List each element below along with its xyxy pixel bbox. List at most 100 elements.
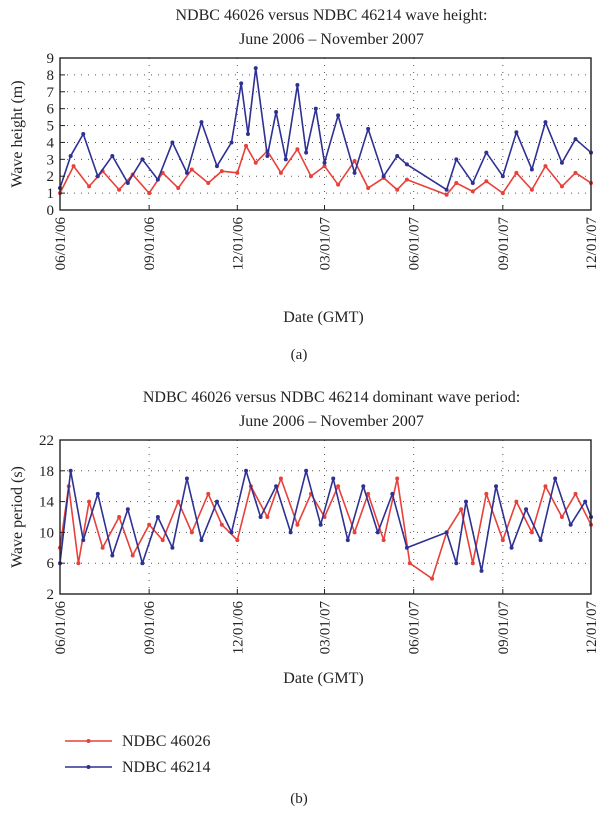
data-point-46214 xyxy=(140,561,145,566)
chart-title: NDBC 46026 versus NDBC 46214 dominant wa… xyxy=(143,389,520,406)
data-point-46214 xyxy=(366,126,371,131)
data-point-46026 xyxy=(366,491,371,496)
y-tick-label: 2 xyxy=(47,169,55,185)
plot-frame xyxy=(59,439,592,595)
data-point-46026 xyxy=(573,170,578,175)
data-point-46026 xyxy=(381,538,386,543)
data-point-46214 xyxy=(529,167,534,172)
data-point-46026 xyxy=(459,507,464,512)
figure-caption: (a) xyxy=(291,347,308,363)
legend-marker-46026 xyxy=(86,739,91,743)
data-point-46026 xyxy=(295,147,300,152)
data-point-46214 xyxy=(253,66,258,71)
data-point-46026 xyxy=(484,491,489,496)
data-point-46026 xyxy=(470,561,475,566)
data-point-46214 xyxy=(239,81,244,86)
data-point-46026 xyxy=(71,164,76,169)
data-point-46214 xyxy=(318,522,323,527)
legend-label-46214: NDBC 46214 xyxy=(122,759,210,776)
data-point-46026 xyxy=(219,522,224,527)
data-point-46214 xyxy=(352,170,357,175)
data-point-46214 xyxy=(444,187,449,192)
data-point-46026 xyxy=(87,499,92,504)
y-tick-label: 22 xyxy=(39,433,54,449)
data-point-46214 xyxy=(484,150,489,155)
data-point-46214 xyxy=(155,177,160,182)
data-point-46214 xyxy=(110,553,115,558)
y-tick-label: 4 xyxy=(47,135,55,151)
data-point-46214 xyxy=(444,530,449,535)
plot-frame xyxy=(59,57,592,211)
data-point-46214 xyxy=(361,484,366,489)
y-tick-label: 5 xyxy=(47,119,55,135)
legend-marker-46214 xyxy=(86,765,91,769)
data-point-46026 xyxy=(278,170,283,175)
data-point-46214 xyxy=(95,174,100,179)
y-tick-label: 0 xyxy=(47,203,55,219)
y-tick-label: 1 xyxy=(47,186,55,202)
data-point-46214 xyxy=(573,137,578,142)
data-point-46026 xyxy=(147,191,152,196)
data-point-46026 xyxy=(500,191,505,196)
y-tick-label: 10 xyxy=(39,525,54,541)
data-point-46026 xyxy=(395,187,400,192)
x-tick-label: 09/01/07 xyxy=(496,601,512,655)
series-line-46214 xyxy=(59,67,592,191)
data-point-46214 xyxy=(95,491,100,496)
data-point-46026 xyxy=(529,530,534,535)
data-point-46026 xyxy=(395,476,400,481)
x-tick-label: 09/01/07 xyxy=(496,217,512,271)
y-axis-label: Wave height (m) xyxy=(9,80,26,187)
data-point-46026 xyxy=(529,187,534,192)
data-point-46026 xyxy=(206,180,211,185)
data-point-46026 xyxy=(130,553,135,558)
data-point-46214 xyxy=(81,132,86,136)
chart-title: June 2006 – November 2007 xyxy=(239,413,424,430)
data-point-46214 xyxy=(494,484,499,489)
wave-height-chart: NDBC 46026 versus NDBC 46214 wave height… xyxy=(9,7,599,363)
data-point-46026 xyxy=(117,515,122,519)
figure-caption: (b) xyxy=(290,791,308,807)
data-point-46214 xyxy=(283,157,288,162)
legend-label-46026: NDBC 46026 xyxy=(122,733,210,750)
data-point-46026 xyxy=(514,170,519,175)
data-point-46214 xyxy=(229,140,234,145)
data-point-46214 xyxy=(258,515,263,519)
data-point-46026 xyxy=(404,177,409,182)
data-point-46214 xyxy=(313,106,318,111)
y-tick-label: 6 xyxy=(47,102,55,118)
data-point-46026 xyxy=(573,491,578,496)
wave-period-chart: NDBC 46026 versus NDBC 46214 dominant wa… xyxy=(9,389,599,807)
data-point-46214 xyxy=(479,568,484,573)
data-point-46026 xyxy=(253,160,258,165)
data-point-46026 xyxy=(352,530,357,535)
y-tick-label: 7 xyxy=(47,85,55,101)
data-point-46214 xyxy=(524,507,529,512)
x-tick-label: 12/01/07 xyxy=(584,217,599,271)
data-point-46026 xyxy=(189,530,194,535)
y-axis-label: Wave period (s) xyxy=(9,466,26,568)
data-point-46026 xyxy=(219,169,224,174)
data-point-46214 xyxy=(274,484,279,489)
y-tick-label: 2 xyxy=(47,587,55,603)
x-axis-label: Date (GMT) xyxy=(283,309,363,326)
data-point-46214 xyxy=(559,160,564,165)
data-point-46026 xyxy=(235,170,240,175)
data-point-46026 xyxy=(366,186,371,191)
data-point-46214 xyxy=(214,499,219,504)
data-point-46214 xyxy=(304,468,309,473)
data-point-46026 xyxy=(559,515,564,519)
data-point-46214 xyxy=(125,180,130,185)
data-point-46214 xyxy=(214,164,219,169)
data-point-46026 xyxy=(444,192,449,197)
data-point-46214 xyxy=(155,515,160,519)
data-point-46214 xyxy=(500,174,505,179)
legend: NDBC 46026 NDBC 46214 xyxy=(65,733,210,776)
data-point-46026 xyxy=(147,522,152,527)
data-point-46214 xyxy=(295,83,300,88)
data-point-46214 xyxy=(543,120,548,125)
data-point-46214 xyxy=(68,153,73,158)
x-tick-label: 03/01/07 xyxy=(318,601,334,655)
data-point-46026 xyxy=(87,184,92,189)
data-point-46214 xyxy=(509,545,514,550)
